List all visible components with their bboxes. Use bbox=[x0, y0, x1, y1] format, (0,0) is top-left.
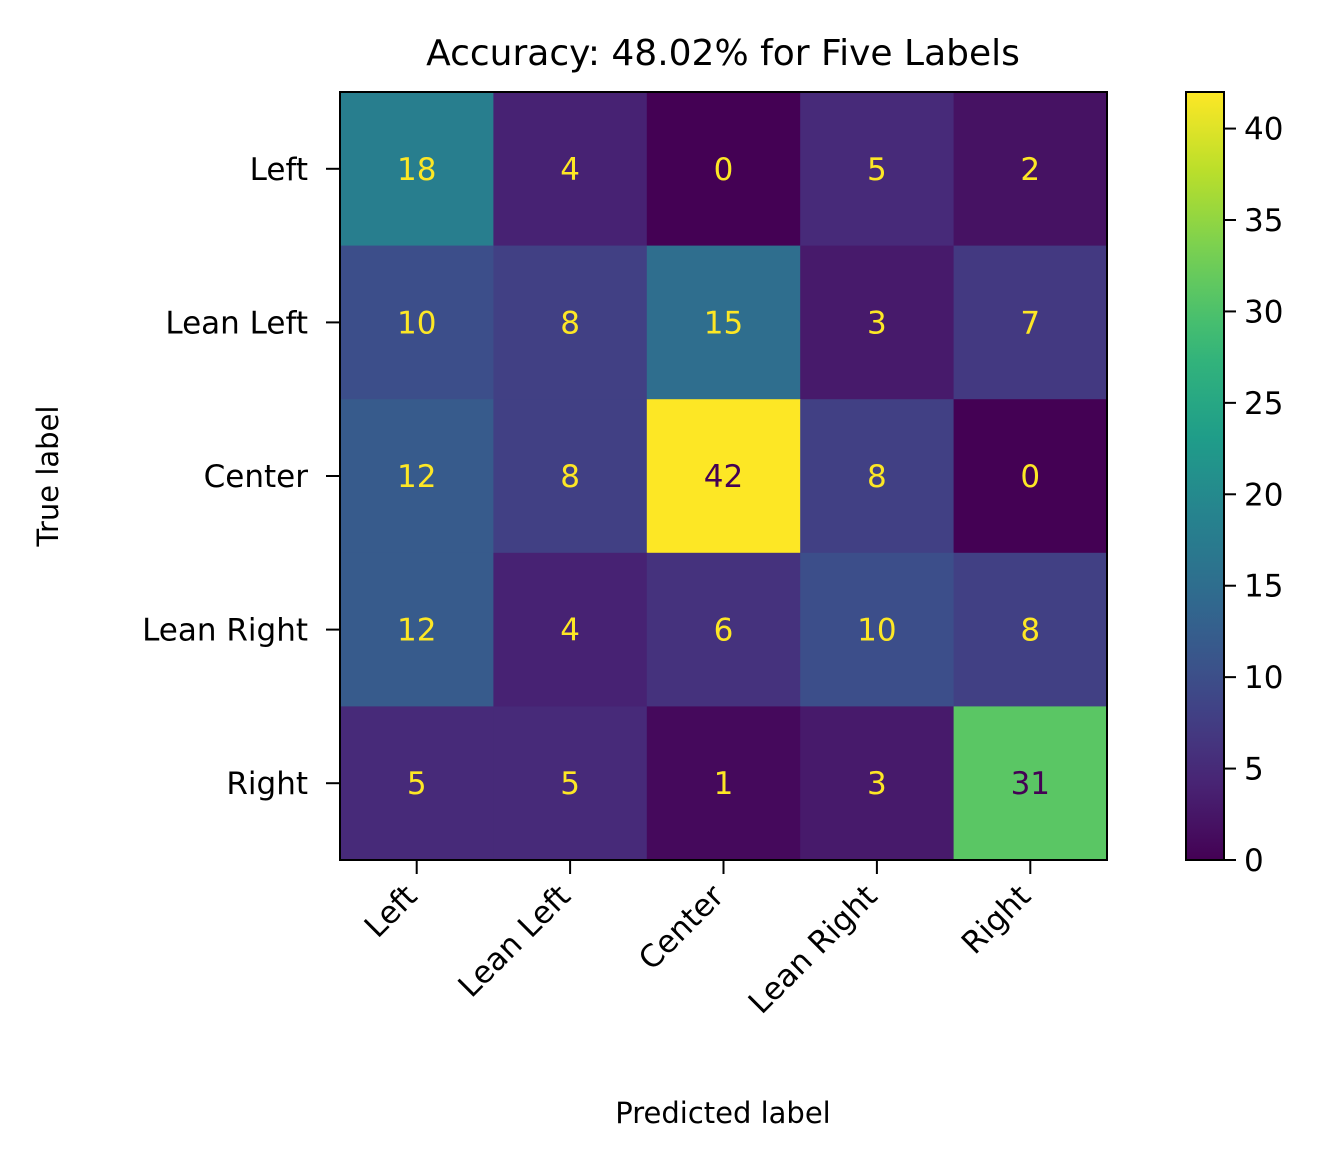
heatmap-cell bbox=[953, 245, 1108, 400]
cell-value-label: 8 bbox=[867, 459, 887, 495]
heatmap-cell bbox=[646, 92, 801, 247]
cell-value-label: 10 bbox=[397, 305, 436, 341]
heatmap-cell bbox=[953, 399, 1108, 554]
cell-value-label: 4 bbox=[560, 152, 580, 188]
heatmap-cell bbox=[646, 399, 801, 554]
heatmap-cell bbox=[340, 92, 494, 247]
colorbar-gradient bbox=[1186, 92, 1224, 860]
cell-value-label: 31 bbox=[1011, 766, 1050, 802]
heatmap-cell bbox=[800, 552, 955, 707]
y-axis: Left Lean Left Center Lean Right Right bbox=[142, 152, 340, 802]
y-tick-label: Left bbox=[250, 152, 308, 188]
y-tick-label: Center bbox=[204, 459, 309, 495]
x-tick-label: Lean Right bbox=[742, 878, 885, 1021]
cell-value-label: 18 bbox=[397, 152, 436, 188]
chart-title: Accuracy: 48.02% for Five Labels bbox=[426, 33, 1020, 74]
heatmap-cell bbox=[953, 92, 1108, 247]
heatmap-cell bbox=[953, 552, 1108, 707]
cell-value-label: 1 bbox=[714, 766, 734, 802]
colorbar-tick-label: 5 bbox=[1244, 752, 1264, 788]
x-tick-label: Left bbox=[358, 878, 425, 945]
cell-value-label: 42 bbox=[704, 459, 743, 495]
heatmap-cell bbox=[800, 92, 955, 247]
heatmap-cell bbox=[493, 245, 648, 400]
heatmap-cell bbox=[800, 399, 955, 554]
heatmap-cell bbox=[493, 92, 648, 247]
cell-value-label: 7 bbox=[1020, 305, 1040, 341]
cell-value-label: 0 bbox=[714, 152, 734, 188]
cell-value-label: 10 bbox=[857, 613, 896, 649]
x-tick-label: Lean Left bbox=[451, 878, 577, 1004]
heatmap-cell bbox=[953, 706, 1108, 861]
colorbar-tick-label: 30 bbox=[1244, 294, 1283, 330]
cell-value-label: 3 bbox=[867, 766, 887, 802]
heatmap-cell bbox=[646, 706, 801, 861]
colorbar: 0 5 10 15 20 25 30 35 40 bbox=[1185, 91, 1283, 879]
cell-value-label: 8 bbox=[560, 305, 580, 341]
cell-value-label: 5 bbox=[867, 152, 887, 188]
cell-value-label: 12 bbox=[397, 459, 436, 495]
heatmap-cell bbox=[646, 552, 801, 707]
x-axis-label: Predicted label bbox=[615, 1096, 831, 1130]
x-tick-label: Right bbox=[955, 878, 1038, 961]
colorbar-tick-label: 35 bbox=[1244, 203, 1283, 239]
cell-value-label: 5 bbox=[407, 766, 427, 802]
colorbar-frame bbox=[1185, 91, 1225, 861]
cell-value-label: 2 bbox=[1020, 152, 1040, 188]
x-axis: Left Lean Left Center Lean Right Right bbox=[358, 860, 1038, 1021]
colorbar-tick-label: 15 bbox=[1244, 569, 1283, 605]
heatmap-cell bbox=[340, 245, 494, 400]
heatmap-cell bbox=[493, 399, 648, 554]
y-tick-label: Lean Left bbox=[165, 305, 308, 341]
y-axis-label: True label bbox=[31, 406, 65, 548]
colorbar-tick-label: 20 bbox=[1244, 477, 1283, 513]
cell-value-label: 3 bbox=[867, 305, 887, 341]
colorbar-tick-label: 25 bbox=[1244, 386, 1283, 422]
heatmap-cell bbox=[340, 399, 494, 554]
heatmap-cell bbox=[800, 245, 955, 400]
heatmap-cell bbox=[493, 552, 648, 707]
colorbar-tick-label: 40 bbox=[1244, 112, 1283, 148]
cell-value-label: 15 bbox=[704, 305, 743, 341]
heatmap-cell bbox=[340, 552, 494, 707]
heatmap-cell bbox=[800, 706, 955, 861]
heatmap-cell bbox=[340, 706, 494, 861]
colorbar-tick-label: 10 bbox=[1244, 660, 1283, 696]
cell-value-label: 6 bbox=[714, 613, 734, 649]
cell-value-label: 8 bbox=[560, 459, 580, 495]
cell-value-label: 5 bbox=[560, 766, 580, 802]
colorbar-tick-label: 0 bbox=[1244, 843, 1264, 879]
cell-value-label: 0 bbox=[1020, 459, 1040, 495]
heatmap-cell bbox=[493, 706, 648, 861]
x-tick-label: Center bbox=[632, 878, 731, 977]
cell-value-label: 4 bbox=[560, 613, 580, 649]
y-tick-label: Lean Right bbox=[142, 613, 308, 649]
cell-value-label: 8 bbox=[1020, 613, 1040, 649]
y-tick-label: Right bbox=[226, 766, 308, 802]
cell-value-label: 12 bbox=[397, 613, 436, 649]
heatmap-cells: 18 4 0 5 2 10 8 15 3 7 12 8 42 8 0 12 4 6 10 8 5 5 1 3 31 bbox=[340, 92, 1108, 861]
heatmap-cell bbox=[646, 245, 801, 400]
